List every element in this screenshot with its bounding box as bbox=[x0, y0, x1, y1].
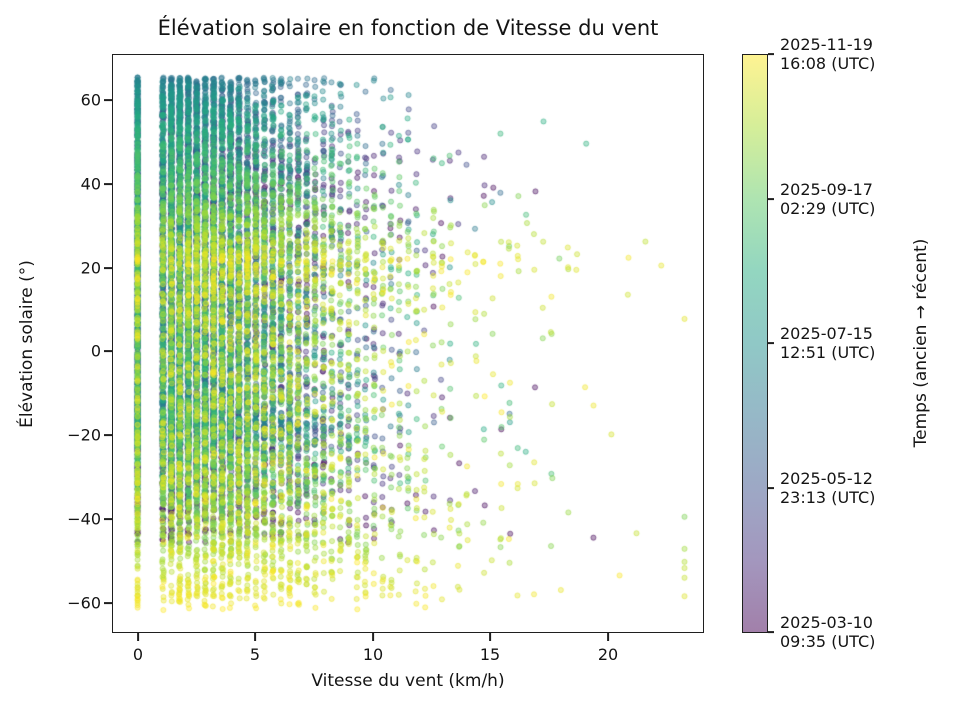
y-tick-label: −20 bbox=[67, 425, 101, 445]
colorbar-tick-date: 2025-11-19 bbox=[780, 35, 873, 54]
x-tick-label: 15 bbox=[479, 645, 501, 664]
x-tick-mark bbox=[254, 633, 256, 641]
colorbar-tick-label: 2025-03-10 09:35 (UTC) bbox=[780, 613, 875, 651]
colorbar-tick-mark bbox=[768, 53, 774, 55]
scatter-points-canvas bbox=[112, 54, 704, 633]
y-tick-label: −40 bbox=[67, 509, 101, 529]
x-tick-mark bbox=[607, 633, 609, 641]
colorbar-tick-time: 12:51 (UTC) bbox=[780, 343, 876, 362]
colorbar-tick-time: 09:35 (UTC) bbox=[780, 632, 876, 651]
colorbar-tick-date: 2025-03-10 bbox=[780, 613, 873, 632]
colorbar bbox=[742, 54, 768, 633]
colorbar-tick-date: 2025-05-12 bbox=[780, 469, 873, 488]
colorbar-tick-label: 2025-09-17 02:29 (UTC) bbox=[780, 180, 875, 218]
colorbar-tick-mark bbox=[768, 342, 774, 344]
y-tick-mark bbox=[104, 183, 112, 185]
colorbar-tick-date: 2025-09-17 bbox=[780, 180, 873, 199]
y-tick-label: 0 bbox=[90, 341, 101, 361]
x-tick-label: 20 bbox=[597, 645, 619, 664]
y-tick-mark bbox=[104, 434, 112, 436]
y-axis-label: Élévation solaire (°) bbox=[17, 260, 37, 428]
y-tick-label: 20 bbox=[80, 258, 101, 278]
y-tick-mark bbox=[104, 602, 112, 604]
y-tick-label: 40 bbox=[80, 174, 101, 194]
chart-title: Élévation solaire en fonction de Vitesse… bbox=[157, 16, 659, 40]
colorbar-axis-label: Temps (ancien → récent) bbox=[911, 238, 931, 448]
colorbar-tick-time: 02:29 (UTC) bbox=[780, 199, 876, 218]
x-tick-label: 10 bbox=[362, 645, 384, 664]
x-tick-mark bbox=[372, 633, 374, 641]
y-tick-label: 60 bbox=[80, 90, 101, 110]
colorbar-tick-date: 2025-07-15 bbox=[780, 324, 873, 343]
colorbar-tick-time: 16:08 (UTC) bbox=[780, 54, 876, 73]
colorbar-tick-label: 2025-07-15 12:51 (UTC) bbox=[780, 324, 875, 362]
colorbar-tick-label: 2025-05-12 23:13 (UTC) bbox=[780, 469, 875, 507]
colorbar-tick-time: 23:13 (UTC) bbox=[780, 488, 876, 507]
x-tick-mark bbox=[137, 633, 139, 641]
y-tick-mark bbox=[104, 518, 112, 520]
colorbar-tick-mark bbox=[768, 631, 774, 633]
colorbar-tick-mark bbox=[768, 198, 774, 200]
colorbar-tick-mark bbox=[768, 487, 774, 489]
x-tick-label: 0 bbox=[132, 645, 144, 664]
y-tick-mark bbox=[104, 267, 112, 269]
x-tick-mark bbox=[489, 633, 491, 641]
y-tick-label: −60 bbox=[67, 593, 101, 613]
y-tick-mark bbox=[104, 350, 112, 352]
x-axis-label: Vitesse du vent (km/h) bbox=[311, 671, 505, 691]
x-tick-label: 5 bbox=[249, 645, 261, 664]
y-tick-mark bbox=[104, 99, 112, 101]
colorbar-tick-label: 2025-11-19 16:08 (UTC) bbox=[780, 35, 875, 73]
